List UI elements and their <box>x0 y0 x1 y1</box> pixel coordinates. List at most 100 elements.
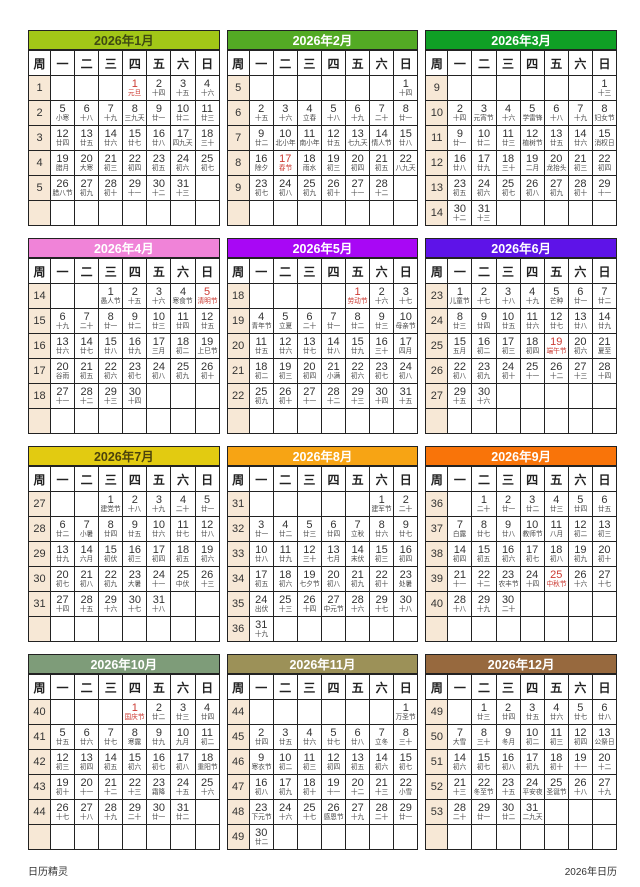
weekday-header: 二 <box>74 50 100 76</box>
week-row: 48 23 下元节 24 十六 25 十七 26 感恩节 27 十九 28 二十 29 廿一 <box>226 799 419 825</box>
week-row: 52 21 十三 22 冬至节 23 十五 24 平安夜 25 圣诞节 26 十八 27 十九 <box>425 774 617 800</box>
day-number: 3 <box>402 286 409 298</box>
day-number: 26 <box>200 361 214 373</box>
day-cell: 4 立春 <box>296 100 322 126</box>
day-number: 26 <box>574 569 587 581</box>
day-cell: 14 六月 <box>74 541 100 567</box>
day-cell <box>519 616 545 642</box>
day-number: 19 <box>574 752 587 764</box>
lunar-label: 平安夜 <box>522 789 543 796</box>
day-cell: 25 初七 <box>495 175 521 201</box>
lunar-label: 十九 <box>525 298 539 305</box>
month-table: 周一二三四五六日 27 1 建党节 2 十八 3 十九 4 二十 5 廿一 28 6 廿二 7 小暑 8 廿四 9 廿五… <box>28 466 220 642</box>
lunar-label: 初二 <box>254 373 268 380</box>
lunar-label: 中伏 <box>176 581 190 588</box>
day-number: 8 <box>480 727 488 739</box>
lunar-label: 初六 <box>200 556 214 563</box>
day-number: 20 <box>351 153 364 165</box>
day-cell: 14 初四 <box>447 541 473 567</box>
day-cell: 7 廿一 <box>320 308 347 334</box>
lunar-label: 十一 <box>573 764 588 771</box>
day-cell <box>320 408 347 434</box>
lunar-label: 廿七 <box>326 739 341 746</box>
day-cell <box>74 408 100 434</box>
day-cell <box>248 699 274 725</box>
week-number: 31 <box>28 591 51 617</box>
day-cell: 27 十一 <box>296 383 322 409</box>
week-number: 45 <box>226 724 250 750</box>
day-cell: 18 初十 <box>543 749 569 775</box>
lunar-label: 植树节 <box>522 140 543 147</box>
weekday-header: 五 <box>345 674 371 700</box>
lunar-label: 十八 <box>128 506 142 513</box>
lunar-label: 初五 <box>104 764 118 771</box>
week-row <box>425 408 617 434</box>
day-cell: 21 十二 <box>98 774 124 800</box>
week-row: 8 16 除夕 17 春节 18 雨水 19 初三 20 初四 21 初五 22 八九天 <box>226 150 419 176</box>
day-number: 30 <box>477 386 491 398</box>
day-number: 3 <box>529 494 536 506</box>
day-number: 8 <box>402 727 409 739</box>
day-cell <box>74 283 100 309</box>
day-number: 19 <box>200 544 214 556</box>
day-number: 5 <box>59 727 66 739</box>
day-cell: 29 十五 <box>447 383 473 409</box>
week-number: 22 <box>226 383 250 409</box>
lunar-label: 初四 <box>302 373 317 380</box>
lunar-label: 情人节 <box>371 140 392 147</box>
week-number: 43 <box>28 774 51 800</box>
weekday-header-row: 周一二三四五六日 <box>28 258 220 284</box>
day-cell <box>194 383 220 409</box>
week-number: 2 <box>28 100 51 126</box>
lunar-label: 十一 <box>55 398 70 405</box>
weekday-header: 五 <box>345 258 371 284</box>
day-cell: 30 十二 <box>447 200 473 226</box>
day-cell: 24 十一 <box>146 566 172 592</box>
day-cell: 5 廿五 <box>49 724 76 750</box>
month-title: 2026年11月 <box>226 654 419 674</box>
day-cell: 19 腊月 <box>49 150 76 176</box>
day-number: 27 <box>351 802 364 814</box>
week-number: 40 <box>425 591 449 617</box>
day-number: 22 <box>477 777 491 789</box>
day-cell: 2 十五 <box>122 283 148 309</box>
lunar-label: 农丰节 <box>497 581 519 588</box>
day-cell: 21 初三 <box>98 150 124 176</box>
day-number: 11 <box>177 311 189 323</box>
day-cell: 4 青年节 <box>248 308 274 334</box>
lunar-label: 初三 <box>278 373 293 380</box>
week-number: 44 <box>226 699 250 725</box>
month-4: 2026年4月周一二三四五六日 14 1 愚人节 2 十五 3 十六 4 寒食节 5 清明节 15 6 十九… <box>28 238 220 440</box>
day-cell: 1 建党节 <box>98 491 124 517</box>
lunar-label: 十六 <box>501 115 515 122</box>
week-number: 11 <box>425 125 449 151</box>
lunar-label: 初三 <box>597 531 612 538</box>
lunar-label: 二月 <box>525 165 539 172</box>
lunar-label: 初四 <box>128 165 142 172</box>
day-cell: 20 十二 <box>345 774 371 800</box>
week-row: 49 1 廿三 2 廿四 3 廿五 4 廿六 5 廿七 6 廿八 <box>425 699 617 725</box>
lunar-label: 处暑 <box>399 581 413 588</box>
week-number: 31 <box>226 491 250 517</box>
lunar-label: 二十 <box>501 606 515 613</box>
day-cell: 31 十三 <box>170 175 196 201</box>
lunar-label: 初七 <box>374 373 389 380</box>
lunar-label: 十四 <box>152 90 166 97</box>
day-cell: 15 初五 <box>471 541 497 567</box>
day-cell: 29 十三 <box>345 383 371 409</box>
lunar-label: 廿五 <box>501 323 515 330</box>
day-number: 15 <box>453 336 466 348</box>
day-cell: 30 廿二 <box>495 799 521 825</box>
day-cell <box>519 408 545 434</box>
lunar-label: 廿一 <box>104 323 118 330</box>
day-cell: 20 大寒 <box>74 150 100 176</box>
day-cell <box>248 200 274 226</box>
day-cell: 3 廿五 <box>272 724 298 750</box>
month-table: 周一二三四五六日 49 1 廿三 2 廿四 3 廿五 4 廿六 5 廿七 6 廿八 50 7 大雪 8 三十 9 冬月 1… <box>425 674 617 850</box>
day-cell: 20 初六 <box>567 333 593 359</box>
week-row: 24 8 廿三 9 廿四 10 廿五 11 廿六 12 廿七 13 廿八 14 廿九 <box>425 308 617 334</box>
week-number: 40 <box>28 699 51 725</box>
day-cell <box>122 824 148 850</box>
day-cell: 21 小满 <box>320 358 347 384</box>
day-number: 8 <box>456 311 463 323</box>
